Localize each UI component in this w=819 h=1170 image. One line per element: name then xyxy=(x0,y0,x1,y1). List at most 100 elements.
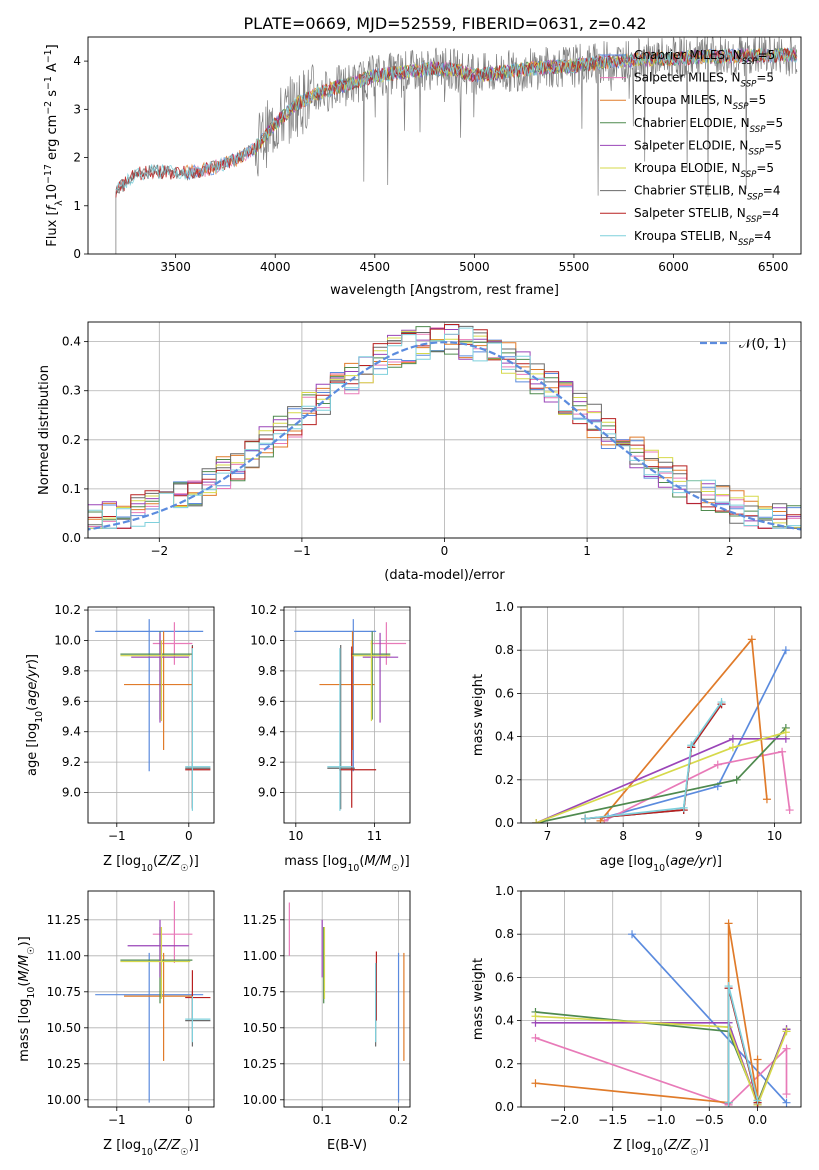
x-axis-label: Z [log10(Z/Z☉)] xyxy=(613,1138,709,1158)
plot-area xyxy=(531,919,791,1107)
legend: Chabrier MILES, NSSP=5 Salpeter MILES, NS… xyxy=(600,48,783,248)
axes-frame xyxy=(87,36,802,255)
gridlines xyxy=(284,891,410,1107)
y-tick-label: 0.4 xyxy=(495,1014,514,1028)
y-tick-label: 10.50 xyxy=(47,1021,81,1035)
point-kroupa-stelib xyxy=(724,982,733,991)
x-tick-label: −1 xyxy=(108,829,126,843)
y-tick-label: 0.6 xyxy=(495,970,514,984)
axes-frame xyxy=(283,890,411,1108)
y-tick-label: 10.2 xyxy=(250,603,277,617)
plots-layer: 3500 4000 4500 5000 5500 6000 6500 0 1 2 3 4 wavelen… xyxy=(17,36,802,1158)
y-tick-label: 9.4 xyxy=(258,725,277,739)
y-tick-label: 10.25 xyxy=(243,1057,277,1071)
y-tick-label: 10.50 xyxy=(243,1021,277,1035)
y-tick-label: 11.00 xyxy=(243,949,277,963)
x-tick-label: 3500 xyxy=(160,260,191,274)
line-kroupa-stelib xyxy=(585,701,723,820)
axes-frame xyxy=(87,890,215,1108)
x-axis-label: Z [log10(Z/Z☉)] xyxy=(103,1138,199,1158)
x-tick-label: 1 xyxy=(583,544,591,558)
point-kroupa-stelib xyxy=(753,1096,762,1105)
point-salpeter-miles xyxy=(713,760,722,769)
model-spectrum-salpeter-stelib xyxy=(115,48,798,198)
line-kroupa-elodie xyxy=(535,1015,788,1107)
y-axis-label: mass [log10(M/M☉)] xyxy=(17,936,37,1062)
line-kroupa-miles xyxy=(599,637,768,822)
model-spectrum-chabrier-miles xyxy=(183,47,797,181)
y-tick-label: 0.8 xyxy=(495,643,514,657)
y-axis-label: mass weight xyxy=(471,958,486,1040)
y-tick-label: 0.2 xyxy=(495,773,514,787)
x-tick-label: 0 xyxy=(185,1113,193,1127)
x-tick-label: −1 xyxy=(108,1113,126,1127)
axes-frame xyxy=(520,606,802,824)
x-axis-label: mass [log10(M/M☉)] xyxy=(284,854,410,874)
line-salpeter-stelib xyxy=(585,703,723,820)
x-tick-label: 10 xyxy=(288,829,303,843)
x-tick-label: −2 xyxy=(150,544,168,558)
y-tick-label: 0.2 xyxy=(62,433,81,447)
x-tick-label: 5000 xyxy=(459,260,490,274)
x-axis-label: age [log10(age/yr)] xyxy=(600,854,722,874)
point-salpeter-miles xyxy=(782,1090,791,1099)
y-tick-label: 0.0 xyxy=(62,531,81,545)
residuals-plot-area xyxy=(88,324,801,531)
y-tick-label: 1.0 xyxy=(495,600,514,614)
point-salpeter-miles xyxy=(785,806,794,815)
x-tick-label: 7 xyxy=(544,829,552,843)
y-tick-label: 0.6 xyxy=(495,686,514,700)
histogram-salpeter-stelib xyxy=(88,324,801,529)
y-tick-label: 1 xyxy=(73,199,81,213)
x-tick-label: 6500 xyxy=(758,260,789,274)
line-kroupa-elodie xyxy=(535,731,787,823)
y-tick-label: 9.8 xyxy=(62,664,81,678)
plot-area xyxy=(288,902,405,1103)
y-tick-label: 9.8 xyxy=(258,664,277,678)
point-kroupa-miles xyxy=(762,795,771,804)
y-tick-label: 0.8 xyxy=(495,927,514,941)
point-salpeter-elodie xyxy=(728,734,737,743)
y-tick-label: 10.0 xyxy=(250,633,277,647)
legend-label: Chabrier MILES, NSSP=5 xyxy=(634,48,775,67)
legend-label: Chabrier STELIB, NSSP=4 xyxy=(634,184,781,203)
point-chabrier-miles xyxy=(781,646,790,655)
model-spectrum-kroupa-stelib xyxy=(115,48,798,191)
x-tick-label: 9 xyxy=(695,829,703,843)
legend-label: Kroupa STELIB, NSSP=4 xyxy=(634,229,771,248)
x-axis-label: Z [log10(Z/Z☉)] xyxy=(103,854,199,874)
point-kroupa-miles xyxy=(753,1055,762,1064)
y-tick-label: 11.00 xyxy=(47,949,81,963)
legend-label: Salpeter ELODIE, NSSP=5 xyxy=(634,138,782,157)
y-tick-label: 3 xyxy=(73,102,81,116)
point-kroupa-stelib xyxy=(687,741,696,750)
x-tick-label: 0.2 xyxy=(389,1113,408,1127)
point-kroupa-miles xyxy=(724,919,733,928)
histogram-kroupa-stelib xyxy=(88,327,801,529)
x-tick-label: −1 xyxy=(293,544,311,558)
age-vs-mass-chart: 10 11 9.0 9.2 9.4 9.6 9.8 10.0 10.2 mass [log10(M… xyxy=(250,603,411,874)
x-tick-label: 6000 xyxy=(658,260,689,274)
x-tick-label: −0.5 xyxy=(695,1113,724,1127)
point-kroupa-elodie xyxy=(728,743,737,752)
x-tick-label: −1.0 xyxy=(646,1113,675,1127)
axes-frame xyxy=(283,606,411,824)
point-kroupa-stelib xyxy=(717,698,726,707)
plot-area xyxy=(95,619,211,811)
point-kroupa-elodie xyxy=(781,728,790,737)
y-tick-label: 1.0 xyxy=(495,884,514,898)
spectrum-chart: 3500 4000 4500 5000 5500 6000 6500 0 1 2 3 4 wavelen… xyxy=(43,36,802,298)
mass-vs-Z-chart: −1 0 10.00 10.25 10.50 10.75 11.00 11.25 Z [log1… xyxy=(17,890,215,1158)
point-chabrier-miles xyxy=(628,930,637,939)
point-kroupa-miles xyxy=(531,1079,540,1088)
point-salpeter-miles xyxy=(782,1044,791,1053)
y-tick-label: 9.6 xyxy=(258,694,277,708)
y-tick-label: 0.4 xyxy=(495,730,514,744)
y-tick-label: 4 xyxy=(73,54,81,68)
legend-label: 𝒩(0, 1) xyxy=(739,337,786,352)
y-tick-label: 11.25 xyxy=(47,913,81,927)
y-tick-label: 9.2 xyxy=(258,755,277,769)
y-axis-label: age [log10(age/yr)] xyxy=(25,654,45,776)
y-tick-label: 10.75 xyxy=(243,985,277,999)
y-tick-label: 10.00 xyxy=(47,1093,81,1107)
